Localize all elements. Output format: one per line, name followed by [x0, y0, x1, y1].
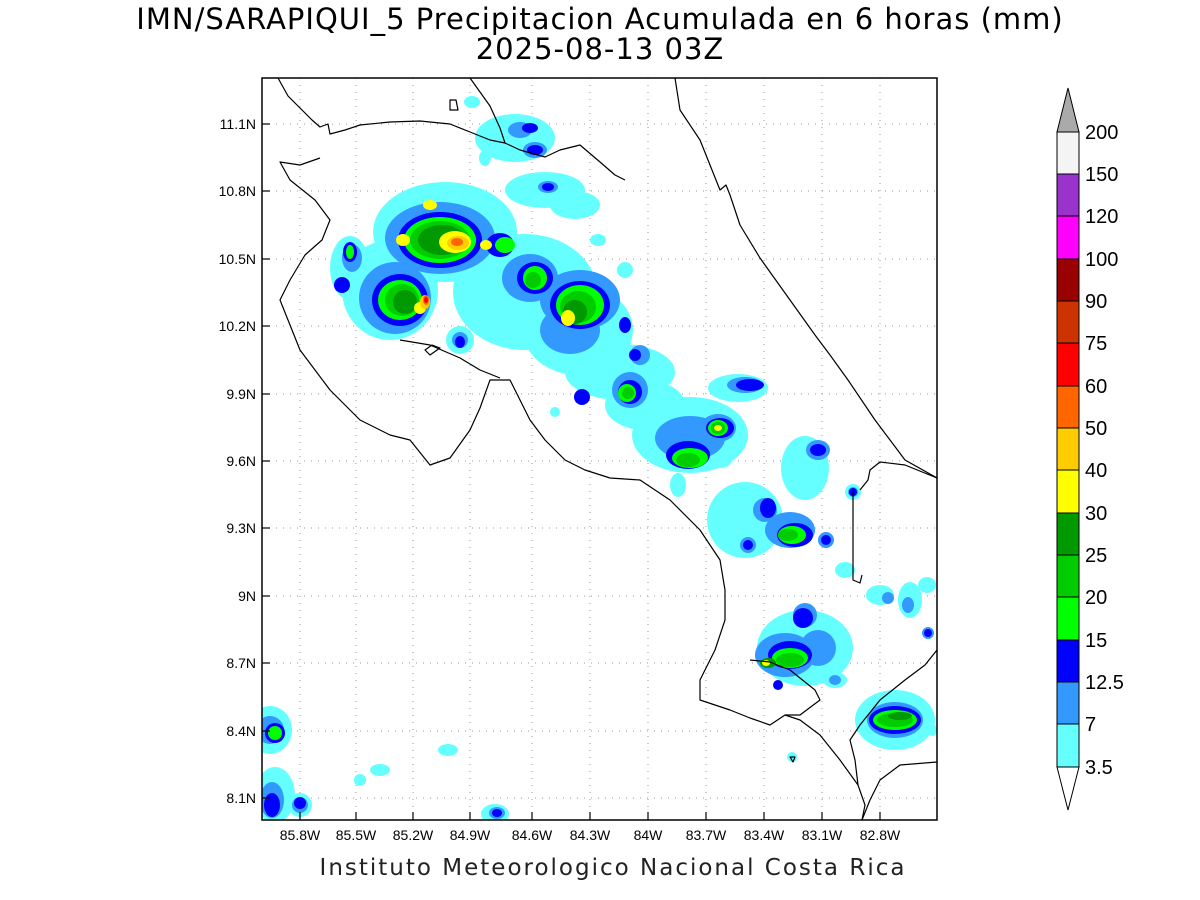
colorbar-labels: 200 150 120 100 90 75 60 50 40 30 25 20 …: [1085, 122, 1124, 779]
colorbar-swatch: [1056, 554, 1080, 598]
colorbar-label: 60: [1085, 376, 1107, 398]
lon-label: 85.5W: [336, 827, 377, 843]
lon-label: 84W: [634, 827, 664, 843]
lat-label: 10.5N: [219, 251, 256, 267]
lon-label: 83.7W: [686, 827, 727, 843]
lon-label: 83.1W: [802, 827, 843, 843]
colorbar-label: 30: [1085, 503, 1107, 525]
lon-label: 85.8W: [280, 827, 321, 843]
colorbar-swatch: [1056, 258, 1080, 302]
lon-label: 85.2W: [393, 827, 434, 843]
colorbar-swatch: [1056, 300, 1080, 344]
colorbar-label: 200: [1085, 122, 1118, 144]
credit-text: Instituto Meteorologico Nacional Costa R…: [319, 855, 907, 881]
map-panel: [262, 78, 937, 820]
lat-label: 10.8N: [219, 183, 256, 199]
colorbar-label: 40: [1085, 460, 1107, 482]
colorbar-swatch: [1056, 342, 1080, 387]
lon-label: 83.4W: [744, 827, 785, 843]
lat-label: 10.2N: [219, 318, 256, 334]
colorbar-label: 3.5: [1085, 757, 1113, 779]
map-subtitle: 2025-08-13 03Z: [475, 32, 725, 66]
colorbar-label: 15: [1085, 630, 1107, 652]
colorbar-label: 50: [1085, 418, 1107, 440]
colorbar-label: 150: [1085, 164, 1118, 186]
colorbar-swatch: [1056, 723, 1080, 768]
axis-ticks: [262, 123, 881, 820]
lat-label: 8.1N: [226, 790, 256, 806]
lon-label: 82.8W: [860, 827, 901, 843]
map-title: IMN/SARAPIQUI_5 Precipitacion Acumulada …: [136, 2, 1064, 36]
lon-label: 84.6W: [512, 827, 553, 843]
colorbar-swatch: [1056, 596, 1080, 641]
colorbar-label: 25: [1085, 545, 1107, 567]
colorbar-label: 100: [1085, 249, 1118, 271]
colorbar-top-arrow: [1056, 87, 1080, 133]
colorbar-swatch: [1056, 512, 1080, 556]
colorbar-swatch: [1056, 385, 1080, 429]
colorbar-swatch: [1056, 131, 1080, 175]
lat-label: 8.4N: [226, 723, 256, 739]
longitude-labels: 85.8W 85.5W 85.2W 84.9W 84.6W 84.3W 84W …: [280, 827, 901, 843]
map-frame: [261, 77, 938, 821]
lat-label: 9N: [238, 588, 256, 604]
lat-label: 9.3N: [226, 520, 256, 536]
colorbar-swatch: [1056, 469, 1080, 514]
colorbar: [1056, 87, 1080, 811]
colorbar-swatch: [1056, 681, 1080, 725]
colorbar-swatch: [1056, 639, 1080, 683]
colorbar-label: 20: [1085, 587, 1107, 609]
lon-label: 84.3W: [570, 827, 611, 843]
colorbar-label: 7: [1085, 714, 1096, 736]
colorbar-label: 90: [1085, 291, 1107, 313]
colorbar-swatch: [1056, 427, 1080, 471]
lat-label: 9.9N: [226, 386, 256, 402]
lat-label: 11.1N: [220, 116, 256, 132]
lon-label: 84.9W: [450, 827, 491, 843]
lat-label: 9.6N: [226, 453, 256, 469]
colorbar-swatch: [1056, 215, 1080, 260]
colorbar-swatch: [1056, 173, 1080, 217]
coastlines-and-borders: [277, 78, 937, 820]
colorbar-label: 75: [1085, 333, 1107, 355]
lat-label: 8.7N: [226, 655, 256, 671]
latitude-labels: 11.1N 10.8N 10.5N 10.2N 9.9N 9.6N 9.3N 9…: [219, 116, 256, 806]
colorbar-label: 12.5: [1085, 672, 1124, 694]
colorbar-bottom-arrow: [1056, 766, 1080, 811]
colorbar-label: 120: [1085, 206, 1118, 228]
